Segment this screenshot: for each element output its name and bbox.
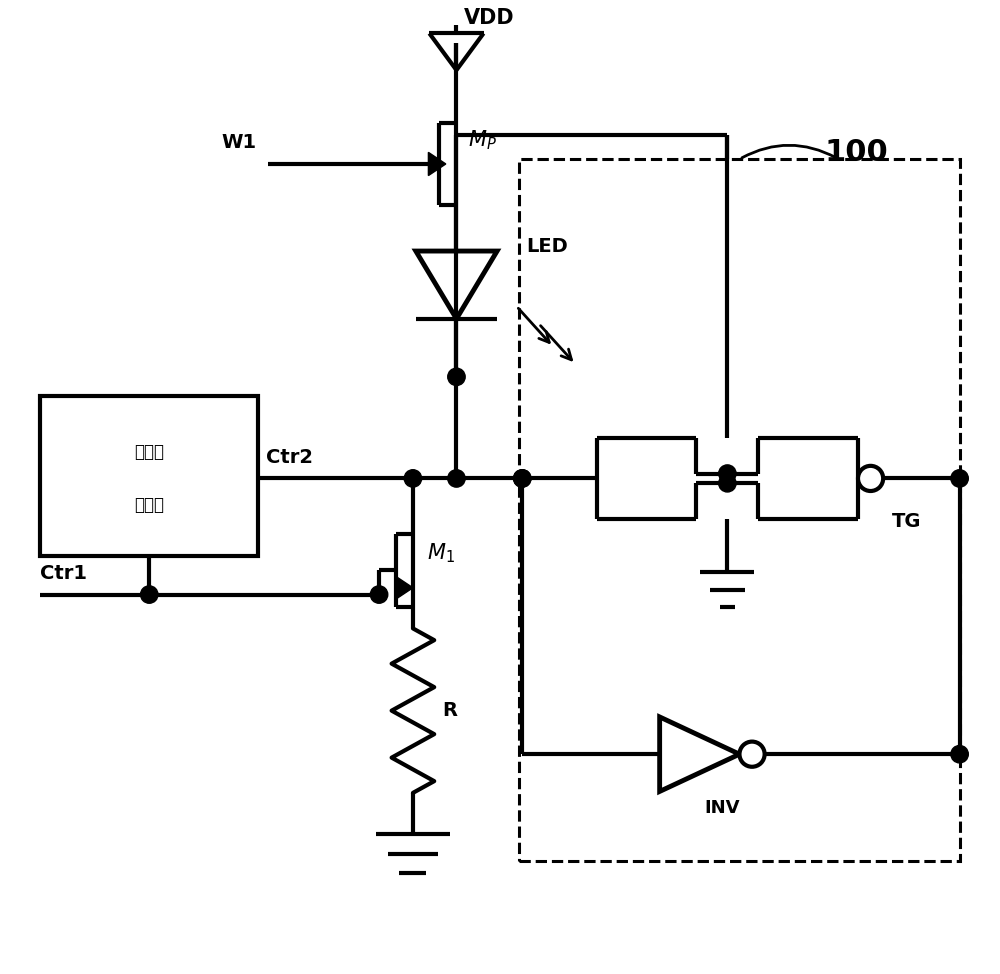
- Circle shape: [141, 585, 158, 603]
- Text: $M_1$: $M_1$: [427, 542, 455, 565]
- Polygon shape: [396, 577, 413, 599]
- Circle shape: [514, 469, 531, 487]
- Circle shape: [370, 585, 388, 603]
- Circle shape: [951, 745, 968, 763]
- Bar: [40, 396, 258, 556]
- Text: 制电路: 制电路: [134, 496, 164, 513]
- Bar: [519, 159, 960, 861]
- Circle shape: [719, 474, 736, 492]
- Circle shape: [514, 469, 531, 487]
- Circle shape: [858, 466, 883, 491]
- Text: Ctr1: Ctr1: [40, 564, 87, 582]
- Text: VDD: VDD: [464, 8, 515, 27]
- Circle shape: [448, 469, 465, 487]
- Text: TG: TG: [892, 512, 921, 532]
- Text: Ctr2: Ctr2: [266, 448, 313, 467]
- Text: INV: INV: [705, 800, 740, 817]
- Circle shape: [404, 469, 422, 487]
- Circle shape: [719, 465, 736, 482]
- Text: LED: LED: [526, 237, 568, 256]
- Text: 外部控: 外部控: [134, 443, 164, 461]
- Text: R: R: [442, 701, 457, 720]
- Text: W1: W1: [221, 133, 256, 152]
- Circle shape: [739, 741, 765, 767]
- Circle shape: [448, 368, 465, 386]
- Circle shape: [951, 469, 968, 487]
- Text: $M_P$: $M_P$: [468, 128, 497, 152]
- Text: 100: 100: [824, 138, 888, 167]
- Polygon shape: [428, 152, 446, 175]
